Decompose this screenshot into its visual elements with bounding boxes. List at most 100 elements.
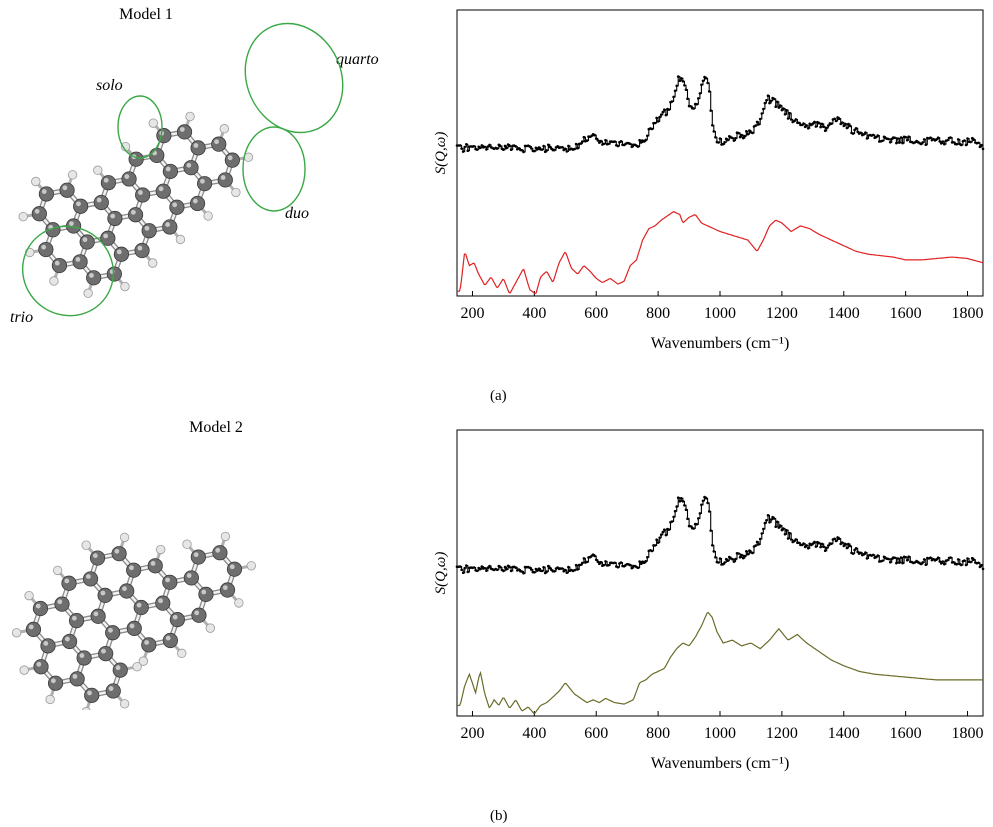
experimental-point xyxy=(675,84,678,88)
experimental-point xyxy=(936,556,940,559)
experimental-point xyxy=(686,517,689,520)
experimental-point xyxy=(537,146,541,149)
experimental-point xyxy=(802,122,805,125)
experimental-point xyxy=(827,544,830,547)
carbon-atom xyxy=(59,182,75,198)
experimental-point xyxy=(480,565,484,568)
carbon-atom xyxy=(224,152,240,168)
experimental-point xyxy=(939,142,943,145)
chart-a: 200 400 600 800 1000 1200 1400 1600 1800 S(Q,ω) … xyxy=(433,9,985,352)
experimental-point xyxy=(919,562,923,566)
carbon-atom xyxy=(82,571,99,587)
atom-shine xyxy=(101,648,106,654)
experimental-point xyxy=(553,570,556,573)
experimental-point xyxy=(980,143,983,147)
experimental-point xyxy=(644,138,647,142)
experimental-point xyxy=(905,138,909,142)
experimental-point xyxy=(969,560,972,564)
plot-frame-b xyxy=(456,429,984,717)
atom-shine xyxy=(215,547,221,553)
y-axis-label-b: S(Q,ω) xyxy=(433,552,449,595)
experimental-point xyxy=(672,95,675,99)
experimental-point xyxy=(785,108,788,112)
experimental-point xyxy=(466,149,470,152)
experimental-point xyxy=(960,143,963,147)
experimental-point xyxy=(938,560,941,563)
atom-shine xyxy=(165,577,171,583)
experimental-point xyxy=(616,565,620,569)
experimental-point xyxy=(508,144,511,148)
atom-shine xyxy=(43,641,49,646)
hydrogen-atom xyxy=(185,111,195,122)
experimental-point xyxy=(732,139,736,142)
experimental-point xyxy=(939,562,943,565)
experimental-point xyxy=(581,561,584,565)
atom-shine xyxy=(137,245,143,251)
experimental-point xyxy=(978,145,982,149)
carbon-atom xyxy=(121,171,137,187)
experimental-point xyxy=(663,528,666,531)
carbon-atom xyxy=(190,549,206,565)
experimental-point xyxy=(723,141,726,144)
experimental-point xyxy=(833,537,836,541)
atom-shine xyxy=(194,610,200,616)
hydrogen-atom xyxy=(24,590,34,601)
atom-shine xyxy=(75,256,81,262)
experimental-point xyxy=(823,129,827,132)
experimental-point xyxy=(949,136,952,139)
x-tick-label: 1800 xyxy=(952,305,984,322)
chart-b: 200 400 600 800 1000 1200 1400 1600 1800 S(Q,ω) … xyxy=(433,429,985,772)
atom-shine xyxy=(89,273,94,278)
experimental-point xyxy=(864,131,867,134)
experimental-point xyxy=(686,97,689,100)
experimental-point xyxy=(919,142,923,146)
experimental-point xyxy=(683,84,686,87)
experimental-point xyxy=(695,523,699,526)
experimental-point xyxy=(458,565,462,568)
edge-highlight-ellipse xyxy=(21,225,115,317)
experimental-point xyxy=(709,109,712,112)
hydrogen-atom xyxy=(147,258,158,268)
experimental-point xyxy=(854,127,858,130)
experimental-point xyxy=(772,97,776,101)
experimental-point xyxy=(738,556,742,559)
carbon-atom xyxy=(76,650,92,666)
experimental-point xyxy=(680,497,683,500)
hydrogen-atom xyxy=(120,281,130,292)
experimental-point xyxy=(483,145,487,149)
hydrogen-atom xyxy=(132,661,142,672)
experimental-point xyxy=(545,149,548,152)
experimental-point xyxy=(499,566,502,569)
experimental-point xyxy=(755,120,759,124)
carbon-atom xyxy=(169,199,185,215)
atom-shine xyxy=(165,166,171,172)
experimental-point xyxy=(629,563,632,567)
experimental-point xyxy=(717,561,720,564)
experimental-point xyxy=(837,537,841,540)
experimental-point xyxy=(794,538,798,541)
experimental-point xyxy=(697,97,700,100)
experimental-point xyxy=(960,563,963,567)
experimental-point xyxy=(737,131,740,135)
x-tick-label: 1200 xyxy=(766,725,798,742)
experimental-point xyxy=(904,135,907,139)
carbon-atom xyxy=(191,607,207,623)
experimental-point xyxy=(865,137,869,140)
experimental-point xyxy=(924,143,928,146)
experimental-point xyxy=(802,542,805,545)
experimental-point xyxy=(859,551,863,555)
atom-shine xyxy=(172,614,178,620)
hydrogen-atom xyxy=(19,665,29,675)
experimental-point xyxy=(502,569,505,573)
experimental-point xyxy=(664,113,668,117)
experimental-point xyxy=(834,119,838,123)
experimental-point xyxy=(466,570,470,574)
quarto-label: quarto xyxy=(336,51,379,68)
experimental-point xyxy=(714,556,717,559)
experimental-point xyxy=(726,559,729,562)
experimental-point xyxy=(718,137,722,140)
hydrogen-atom xyxy=(177,648,187,659)
experimental-point xyxy=(746,132,750,136)
experimental-point xyxy=(905,558,909,562)
experimental-point xyxy=(851,132,855,135)
